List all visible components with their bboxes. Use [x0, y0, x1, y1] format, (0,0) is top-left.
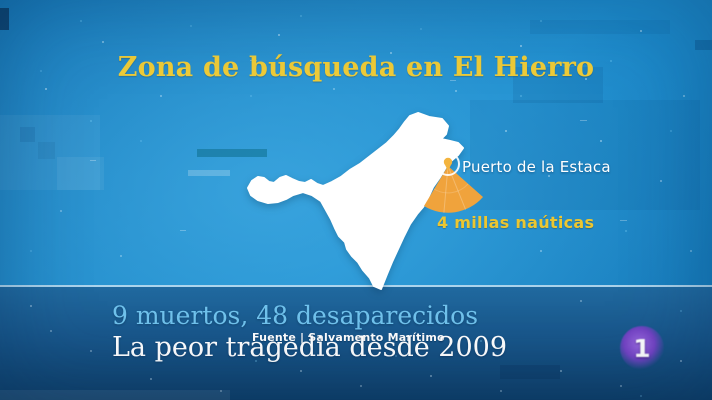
lower-third-banner: 9 muertos, 48 desaparecidos Fuente | Sal… — [0, 287, 712, 400]
casualties-text: 9 muertos, 48 desaparecidos — [112, 301, 479, 330]
port-marker-ring — [436, 152, 460, 176]
port-label: Puerto de la Estaca — [462, 158, 611, 176]
port-marker-pin-tail — [444, 164, 452, 171]
glitch-block — [197, 149, 267, 157]
glitch-dash — [180, 230, 186, 231]
source-credit: Fuente | Salvamento Marítimo — [252, 331, 445, 344]
search-radius-label: 4 millas naúticas — [437, 213, 595, 232]
la1-channel-logo: 1 — [620, 326, 664, 370]
headline-text: La peor tragedia desde 2009 — [112, 332, 508, 363]
search-area-wedge-arc — [433, 183, 469, 194]
channel-number: 1 — [633, 333, 651, 363]
glitch-block — [188, 170, 230, 176]
page-title: Zona de búsqueda en El Hierro — [117, 52, 595, 84]
glitch-dash — [90, 160, 96, 161]
glitch-dash — [450, 80, 456, 81]
glitch-block — [20, 127, 35, 142]
glitch-block — [0, 390, 230, 400]
glitch-block — [695, 40, 712, 50]
glitch-dash — [580, 120, 587, 121]
search-area-wedge — [424, 166, 483, 213]
glitch-block — [530, 20, 670, 34]
glitch-block — [513, 67, 603, 103]
glitch-block — [57, 157, 104, 190]
glitch-block — [470, 100, 700, 210]
glitch-block — [0, 115, 100, 190]
glitch-block — [38, 142, 55, 159]
glitch-dash — [250, 60, 257, 61]
search-area-wedge-lines — [443, 165, 467, 213]
glitch-dash — [620, 220, 627, 221]
glitch-block — [500, 365, 560, 379]
island-silhouette — [247, 112, 464, 290]
banner-top-divider — [0, 285, 712, 287]
glitch-block — [0, 8, 9, 30]
